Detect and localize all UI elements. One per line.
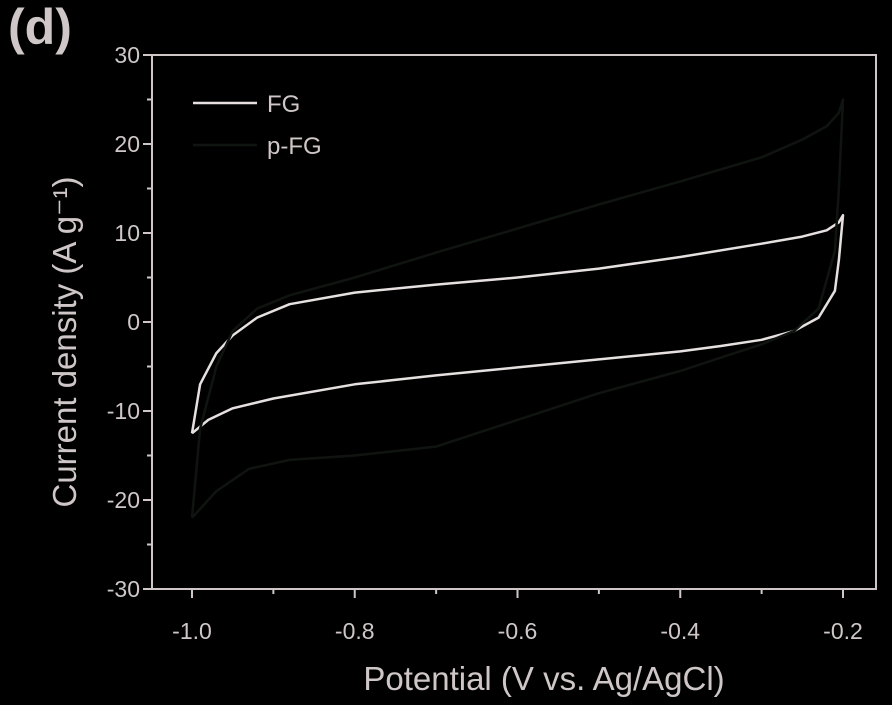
x-tick-label: -0.4: [660, 618, 700, 644]
y-tick-label: -10: [107, 398, 140, 424]
legend: FG p-FG: [193, 91, 322, 160]
y-tick-label: -30: [107, 576, 140, 602]
x-axis-label: Potential (V vs. Ag/AgCl): [363, 660, 724, 697]
x-tick-label: -1.0: [172, 618, 212, 644]
legend-label-fg: FG: [267, 91, 300, 118]
series-line-fg: [190, 213, 845, 435]
series-group: [190, 98, 845, 519]
y-tick-label: 10: [114, 220, 140, 246]
x-tick-label: -0.2: [823, 618, 863, 644]
axes: -30 -20 -10 0 10 20 30 -1.0 -0.8 -0.6 -0.4 -0.2: [107, 42, 877, 644]
x-tick-label: -0.6: [498, 618, 538, 644]
y-tick-label: -20: [107, 487, 140, 513]
series-line-p-fg: [190, 98, 845, 519]
y-axis-label: Current density (A g⁻¹): [46, 176, 83, 507]
y-tick-label: 20: [114, 131, 140, 157]
y-tick-label: 30: [114, 42, 140, 68]
y-tick-label: 0: [127, 309, 140, 335]
legend-label-p-fg: p-FG: [267, 133, 322, 160]
panel-label: (d): [8, 0, 72, 55]
plot-frame: [151, 54, 877, 590]
x-tick-label: -0.8: [335, 618, 375, 644]
